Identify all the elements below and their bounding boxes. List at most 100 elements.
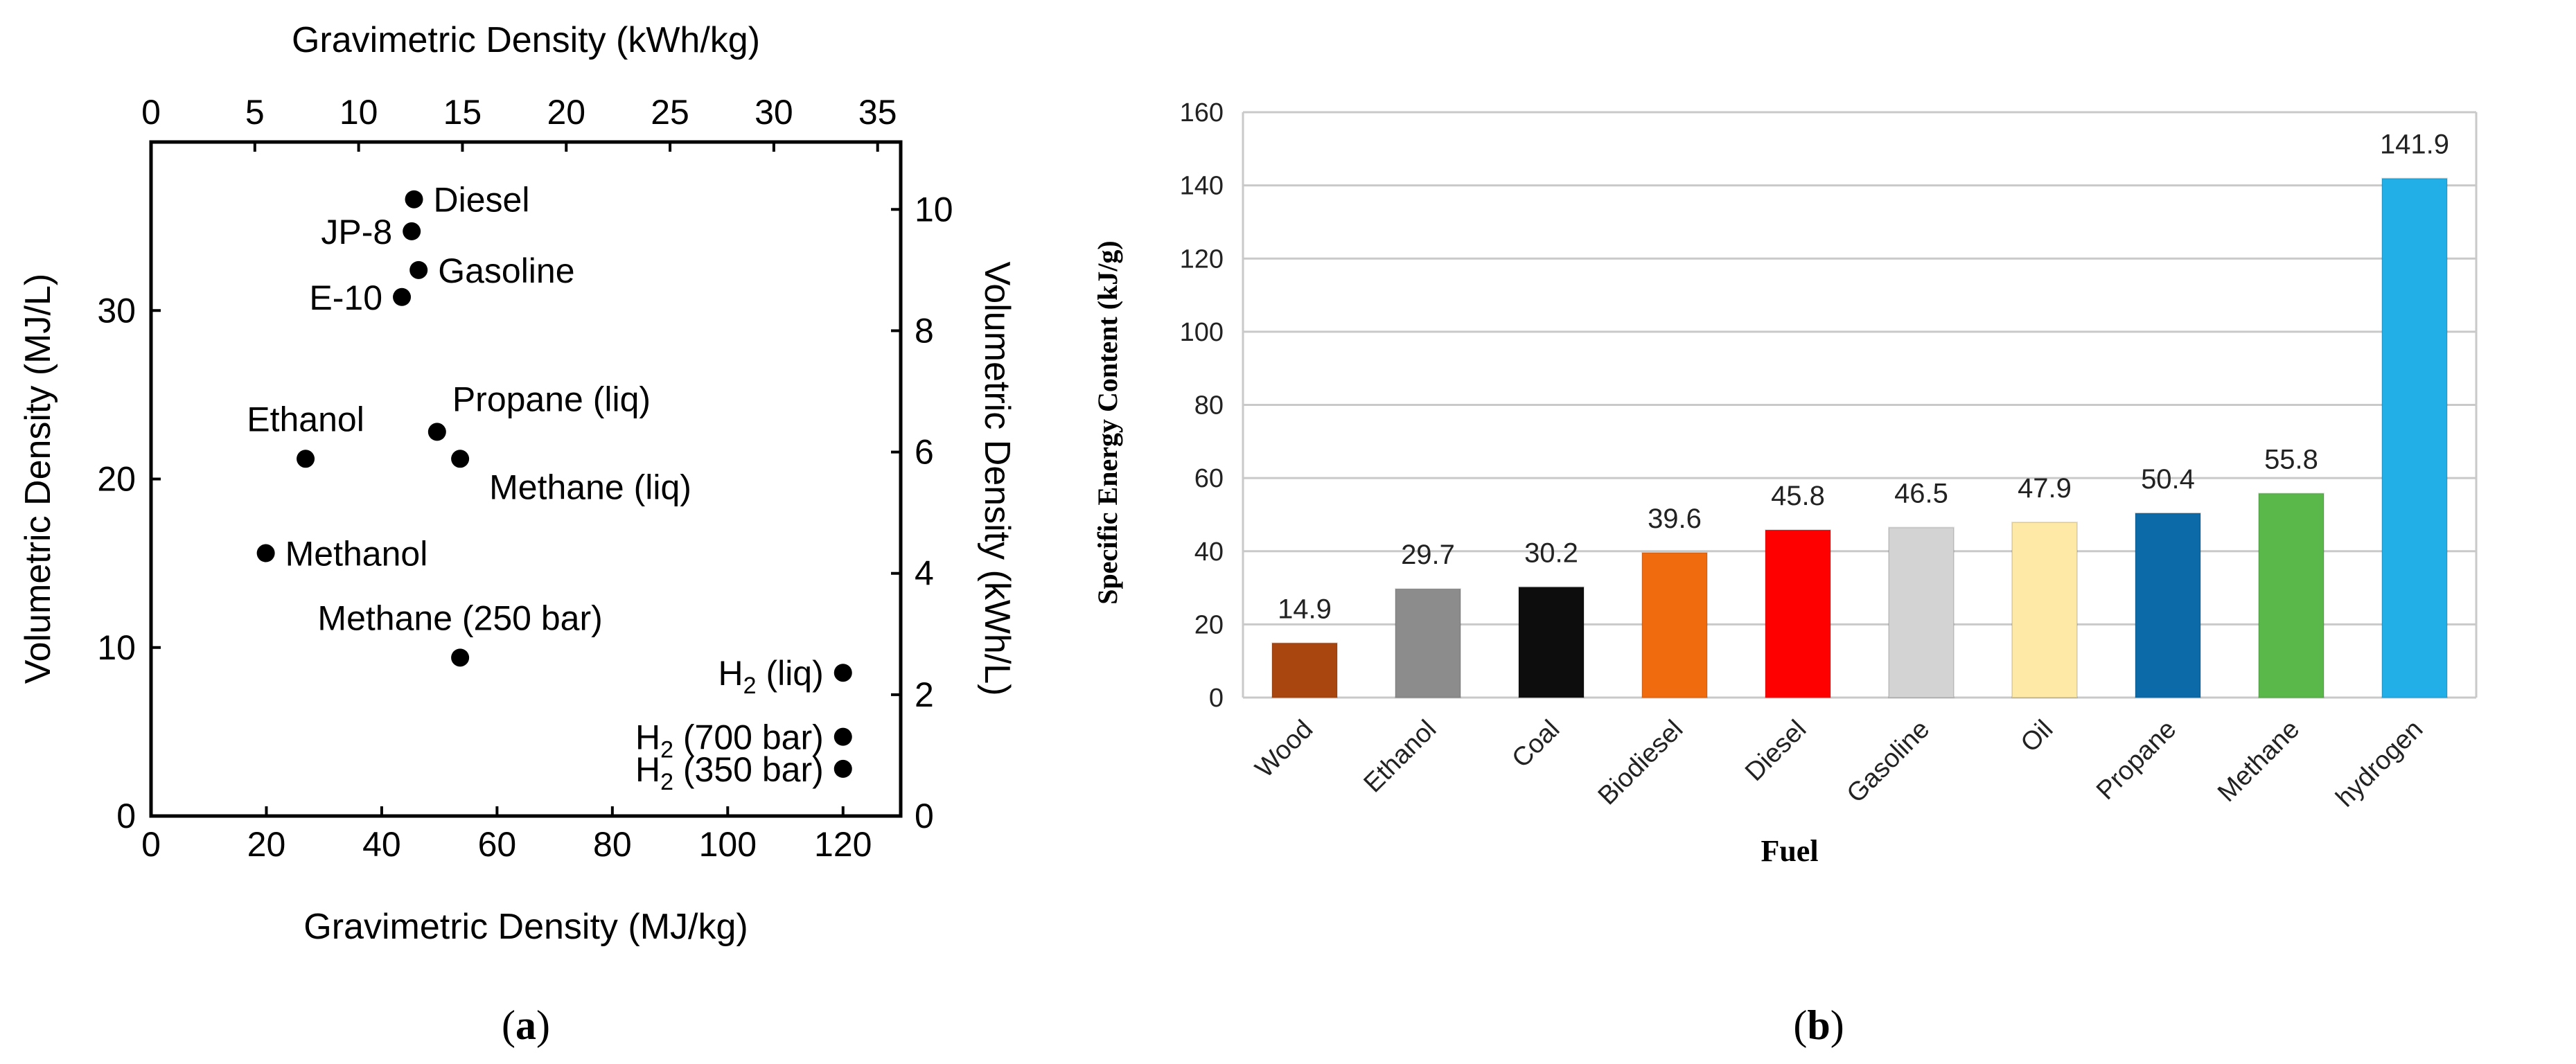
label-subscript: 2 <box>660 737 673 763</box>
bar-wood <box>1271 642 1338 699</box>
bar-value-label: 55.8 <box>2264 444 2318 475</box>
y-tick-label: 160 <box>1180 98 1224 127</box>
y-tick-label: 0 <box>1209 684 1224 713</box>
x-tick-label-bottom: 60 <box>478 825 517 864</box>
x-tick-label-top: 10 <box>339 93 378 132</box>
label-rest: (350 bar) <box>673 750 824 789</box>
y-tick-label: 100 <box>1180 318 1224 347</box>
y-tick-label-right: 10 <box>915 190 953 229</box>
bar-value-label: 29.7 <box>1401 540 1455 570</box>
caption-letter-a: a <box>515 1002 536 1048</box>
scatter-point-label: Methane (liq) <box>489 468 691 506</box>
scatter-point-label: Diesel <box>434 181 530 220</box>
scatter-point-labels: Diesel JP-8 Gasoline E-10 Propane (liq) Metha… <box>247 181 824 795</box>
bar-value-label: 46.5 <box>1894 478 1948 508</box>
x-tick-label-top: 20 <box>547 93 585 132</box>
bar-biodiesel <box>1641 551 1708 698</box>
scatter-point-label: H2 (liq) <box>718 654 824 699</box>
bar-coal <box>1518 586 1585 698</box>
scatter-point <box>403 222 421 240</box>
bar-value-label: 50.4 <box>2141 464 2195 495</box>
scatter-point <box>833 727 852 746</box>
bar-value-label: 39.6 <box>1648 504 1702 534</box>
x-tick-label-top: 0 <box>141 93 161 132</box>
bar-value-label: 47.9 <box>2018 473 2072 504</box>
y-tick-label: 20 <box>1194 610 1224 639</box>
scatter-point-label: JP-8 <box>321 213 392 251</box>
scatter-point-label: H2 (700 bar) <box>635 718 824 763</box>
scatter-point <box>833 759 852 778</box>
caption-open-paren: ( <box>1793 1002 1807 1048</box>
bar-gasoline <box>1888 526 1955 698</box>
scatter-point-label: Gasoline <box>438 251 574 290</box>
x-axis-title-bottom: Gravimetric Density (MJ/kg) <box>303 907 748 947</box>
scatter-point-label: Propane (liq) <box>452 380 651 418</box>
scatter-point <box>405 190 423 209</box>
y-tick-label: 120 <box>1180 245 1224 274</box>
y-tick-label: 140 <box>1180 172 1224 201</box>
bar-value-label: 141.9 <box>2380 130 2449 160</box>
scatter-point <box>256 544 275 562</box>
bar-value-label: 30.2 <box>1524 538 1578 569</box>
x-axis-title-top: Gravimetric Density (kWh/kg) <box>292 20 760 60</box>
x-tick-label-bottom: 80 <box>593 825 632 864</box>
x-tick-label-bottom: 120 <box>814 825 872 864</box>
label-rest: (700 bar) <box>673 718 824 757</box>
x-tick-label-top: 15 <box>443 93 482 132</box>
bar-propane <box>2135 512 2201 698</box>
label-subscript: 2 <box>660 769 673 795</box>
scatter-point-label: E-10 <box>309 278 382 317</box>
bar-oil <box>2011 522 2078 699</box>
label-base: H <box>635 750 660 789</box>
bar-methane <box>2258 493 2324 699</box>
bar-diesel <box>1765 529 1831 699</box>
bar-hydrogen <box>2381 177 2448 698</box>
y-tick-label-left: 10 <box>97 628 136 667</box>
scatter-point-label: Methanol <box>285 535 428 574</box>
scatter-point <box>393 287 412 306</box>
x-tick-label-top: 25 <box>651 93 689 132</box>
caption-close-paren: ) <box>536 1002 550 1048</box>
scatter-point <box>451 450 470 468</box>
scatter-axis-ticks: 0 20 40 60 80 100 120 0 5 10 15 20 25 30 35 0 10 20 30 0 2 4 6… <box>97 93 953 864</box>
label-base: H <box>718 654 743 693</box>
y-tick-label-right: 0 <box>915 797 934 835</box>
x-tick-label-bottom: 100 <box>699 825 757 864</box>
scatter-point <box>427 423 446 441</box>
x-tick-label-top: 35 <box>858 93 897 132</box>
y-axis-title-left: Volumetric Density (MJ/L) <box>18 274 58 684</box>
y-tick-label: 60 <box>1194 464 1224 493</box>
label-rest: (liq) <box>757 654 824 693</box>
caption-close-paren: ) <box>1830 1002 1844 1048</box>
x-tick-label-bottom: 0 <box>141 825 161 864</box>
label-base: H <box>635 718 660 757</box>
bar-y-axis-title: Specific Energy Content (kJ/g) <box>1092 240 1123 605</box>
y-tick-label-right: 6 <box>915 433 934 472</box>
bar-chart-y-ticks: 0 20 40 60 80 100 120 140 160 <box>1180 98 1224 713</box>
bar-chart-bars <box>1271 177 2448 699</box>
panel-b-caption: (b) <box>1793 1002 1844 1048</box>
y-tick-label-right: 4 <box>915 554 934 593</box>
y-tick-label-left: 30 <box>97 291 136 330</box>
y-tick-label: 80 <box>1194 391 1224 420</box>
scatter-point <box>297 450 315 468</box>
x-tick-label-bottom: 40 <box>362 825 401 864</box>
y-tick-label-right: 2 <box>915 675 934 714</box>
bar-ethanol <box>1395 588 1461 698</box>
x-tick-label-top: 30 <box>755 93 793 132</box>
scatter-point <box>833 664 852 682</box>
caption-open-paren: ( <box>502 1002 515 1048</box>
y-axis-title-right: Volumetric Density (kWh/L) <box>977 261 1017 695</box>
y-tick-label-right: 8 <box>915 311 934 350</box>
y-tick-label: 40 <box>1194 538 1224 567</box>
caption-letter-b: b <box>1807 1002 1830 1048</box>
bar-value-label: 14.9 <box>1278 594 1332 624</box>
x-tick-label-top: 5 <box>245 93 265 132</box>
bar-x-axis-title: Fuel <box>1761 834 1818 868</box>
x-tick-label-bottom: 20 <box>247 825 286 864</box>
y-tick-label-left: 0 <box>116 797 136 835</box>
scatter-point-label: Methane (250 bar) <box>317 598 602 637</box>
scatter-point <box>409 260 428 279</box>
panel-a-caption: (a) <box>502 1002 550 1048</box>
